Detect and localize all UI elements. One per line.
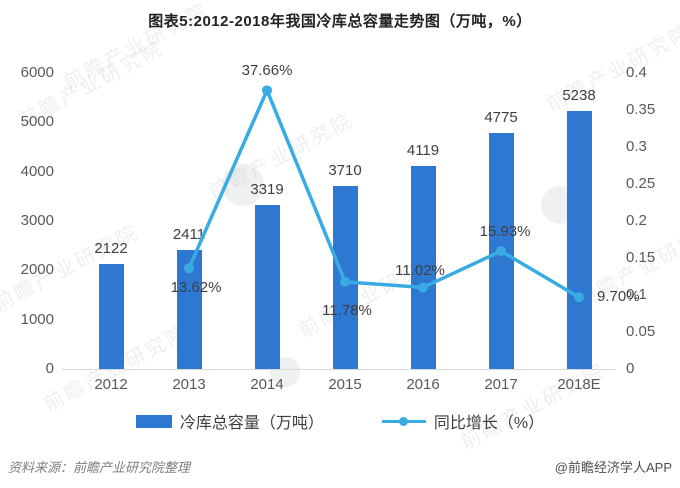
line-value-label: 37.66% <box>241 62 293 79</box>
y-axis-tick-right: 0.3 <box>626 138 647 155</box>
chart-title: 图表5:2012-2018年我国冷库总容量走势图（万吨，%） <box>148 13 532 30</box>
y-axis-tick-right: 0.15 <box>626 249 656 266</box>
legend-entry-bar: 冷库总容量（万吨） <box>135 409 324 433</box>
y-axis-tick-right: 0.1 <box>626 286 647 303</box>
y-axis-tick-left: 5000 <box>20 113 54 131</box>
line-value-label: 11.78% <box>322 302 372 319</box>
line-value-label: 15.93% <box>479 223 531 240</box>
bar-legend-swatch-icon <box>135 414 172 428</box>
x-axis-label: 2017 <box>484 376 518 393</box>
legend-line-label: 同比增长（%） <box>433 415 545 432</box>
brand-note: @前瞻经济学人APP <box>554 460 672 475</box>
x-axis-label: 2013 <box>172 376 206 393</box>
bar-value-label: 2122 <box>94 240 128 258</box>
x-axis-label: 2018E <box>557 376 601 393</box>
legend-entry-line: 同比增长（%） <box>381 409 545 433</box>
y-axis-tick-left: 2000 <box>20 261 54 279</box>
legend-bar-label: 冷库总容量（万吨） <box>179 415 324 432</box>
y-axis-tick-left: 0 <box>45 360 54 377</box>
y-axis-tick-left: 6000 <box>20 64 54 81</box>
bar-value-label: 4119 <box>406 141 440 159</box>
y-axis-tick-left: 3000 <box>20 212 54 229</box>
bar-2018E <box>566 110 592 369</box>
x-axis-label: 2016 <box>406 376 440 393</box>
line-value-label: 13.62% <box>170 279 222 296</box>
bar-value-label: 4775 <box>484 109 518 127</box>
y-axis-tick-right: 0.4 <box>626 64 647 81</box>
y-axis-tick-right: 0.05 <box>626 323 656 340</box>
y-axis-tick-left: 1000 <box>20 310 54 328</box>
bar-2013 <box>176 250 202 369</box>
x-axis-label: 2012 <box>94 376 128 393</box>
source-note: 资料来源：前瞻产业研究院整理 <box>8 460 191 475</box>
legend: 冷库总容量（万吨） 同比增长（%） <box>0 409 680 433</box>
line-point-marker <box>262 85 272 96</box>
bar-2017 <box>488 133 514 369</box>
plot-area: 0 1000 2000 3000 4000 5000 6000 0 0.05 0.1 0.15 0.2… <box>20 62 656 393</box>
bar-value-label: 2411 <box>172 226 206 244</box>
y-axis-tick-right: 0.25 <box>626 175 656 192</box>
x-axis-label: 2014 <box>250 376 284 393</box>
bar-2014 <box>254 205 280 369</box>
x-axis-label: 2015 <box>328 376 362 393</box>
line-value-label: 9.70% <box>597 288 640 305</box>
y-axis-tick-right: 0 <box>626 360 635 377</box>
x-axis-line <box>62 369 616 370</box>
bar-2015 <box>332 185 358 369</box>
bar-2012 <box>98 264 124 369</box>
bar-value-label: 3319 <box>250 181 284 199</box>
y-axis-tick-left: 4000 <box>20 162 54 180</box>
bar-value-label: 5238 <box>562 86 596 104</box>
y-axis-tick-right: 0.35 <box>626 101 656 118</box>
line-legend-swatch-icon <box>381 415 426 428</box>
y-axis-tick-right: 0.2 <box>626 212 647 229</box>
bar-value-label: 3710 <box>328 161 362 179</box>
line-value-label: 11.02% <box>395 262 445 279</box>
